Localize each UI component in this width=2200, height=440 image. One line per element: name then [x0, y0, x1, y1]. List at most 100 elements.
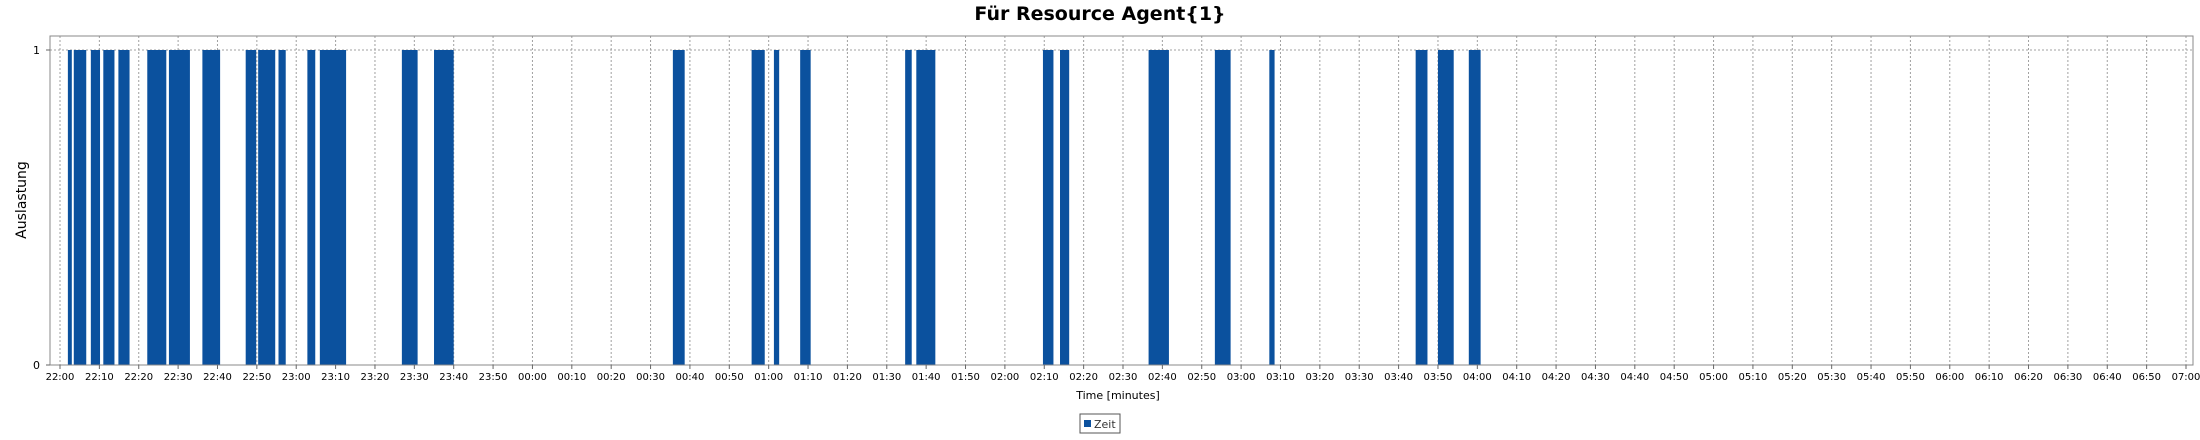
grid-layer — [50, 36, 2193, 365]
x-tick-label: 22:10 — [85, 372, 114, 383]
bar — [90, 50, 101, 365]
bar — [1060, 50, 1070, 365]
bar — [73, 50, 87, 365]
x-tick-label: 22:40 — [203, 372, 232, 383]
x-tick-label: 23:50 — [479, 372, 508, 383]
x-tick-label: 04:10 — [1502, 372, 1531, 383]
x-tick-label: 06:20 — [2014, 372, 2043, 383]
bars-layer — [67, 50, 1481, 365]
x-tick-label: 03:20 — [1305, 372, 1334, 383]
x-tick-label: 22:50 — [242, 372, 271, 383]
x-tick-label: 04:30 — [1581, 372, 1610, 383]
x-tick-label: 06:50 — [2132, 372, 2161, 383]
x-tick-label: 01:20 — [833, 372, 862, 383]
y-tick-label: 0 — [33, 359, 40, 372]
x-tick-label: 05:40 — [1857, 372, 1886, 383]
x-tick-label: 05:50 — [1896, 372, 1925, 383]
bar — [905, 50, 912, 365]
x-tick-label: 22:30 — [164, 372, 193, 383]
x-tick-label: 01:30 — [872, 372, 901, 383]
bar — [147, 50, 167, 365]
x-tick-label: 05:20 — [1778, 372, 1807, 383]
bar — [401, 50, 418, 365]
x-tick-label: 00:30 — [636, 372, 665, 383]
bar — [245, 50, 257, 365]
x-tick-label: 05:00 — [1699, 372, 1728, 383]
x-tick-label: 07:00 — [2172, 372, 2200, 383]
legend-box — [1079, 413, 1121, 434]
bar — [1042, 50, 1054, 365]
x-tick-label: 02:40 — [1148, 372, 1177, 383]
bar — [118, 50, 130, 365]
x-tick-label: 00:10 — [557, 372, 586, 383]
x-tick-label: 06:40 — [2093, 372, 2122, 383]
x-tick-label: 02:00 — [990, 372, 1019, 383]
x-tick-label: 03:30 — [1345, 372, 1374, 383]
x-tick-label: 03:00 — [1227, 372, 1256, 383]
bar — [1269, 50, 1275, 365]
x-tick-label: 23:10 — [321, 372, 350, 383]
x-tick-label: 23:40 — [439, 372, 468, 383]
legend-label-zeit: Zeit — [1094, 418, 1116, 431]
x-tick-label: 02:20 — [1069, 372, 1098, 383]
x-tick-label: 03:50 — [1424, 372, 1453, 383]
bar — [278, 50, 286, 365]
x-tick-label: 06:30 — [2053, 372, 2082, 383]
x-tick-label: 04:20 — [1542, 372, 1571, 383]
plot-border — [49, 35, 2194, 366]
x-tick-label: 05:10 — [1739, 372, 1768, 383]
x-tick-label: 03:40 — [1384, 372, 1413, 383]
bar — [168, 50, 190, 365]
y-tick-label: 1 — [33, 44, 40, 57]
bar — [1437, 50, 1454, 365]
bar — [1214, 50, 1231, 365]
x-tick-label: 22:20 — [124, 372, 153, 383]
x-tick-label: 02:10 — [1030, 372, 1059, 383]
bar — [67, 50, 72, 365]
legend: Zeit — [1079, 413, 1121, 434]
x-tick-label: 01:10 — [794, 372, 823, 383]
bar — [258, 50, 276, 365]
bar — [916, 50, 936, 365]
x-tick-label: 06:00 — [1935, 372, 1964, 383]
bar — [751, 50, 765, 365]
bar — [1148, 50, 1169, 365]
axes-layer: 22:00 22:10 22:20 22:30 22:40 22:50 23:00 23:10… — [33, 35, 2200, 383]
x-tick-label: 03:10 — [1266, 372, 1295, 383]
bar — [1415, 50, 1428, 365]
x-tick-label: 23:00 — [282, 372, 311, 383]
bar — [319, 50, 347, 365]
bar — [202, 50, 221, 365]
x-tick-label: 00:40 — [676, 372, 705, 383]
bar — [1468, 50, 1481, 365]
y-axis-label: Auslastung — [14, 161, 30, 239]
chart-title: Für Resource Agent{1} — [974, 3, 1225, 25]
bar — [307, 50, 316, 365]
bar — [800, 50, 811, 365]
x-tick-label: 05:30 — [1817, 372, 1846, 383]
bar — [672, 50, 685, 365]
x-axis-label: Time [minutes] — [1075, 389, 1160, 402]
x-tick-label: 01:00 — [754, 372, 783, 383]
bar — [773, 50, 780, 365]
x-tick-label: 02:50 — [1187, 372, 1216, 383]
x-tick-label: 22:00 — [46, 372, 75, 383]
x-tick-label: 02:30 — [1109, 372, 1138, 383]
plot-background — [50, 36, 2193, 365]
bar — [103, 50, 115, 365]
x-tick-label: 00:00 — [518, 372, 547, 383]
legend-swatch — [1084, 420, 1091, 427]
x-tick-label: 23:30 — [400, 372, 429, 383]
x-tick-label: 23:20 — [361, 372, 390, 383]
x-tick-label: 00:50 — [715, 372, 744, 383]
x-tick-label: 01:40 — [912, 372, 941, 383]
x-tick-label: 00:20 — [597, 372, 626, 383]
x-tick-label: 01:50 — [951, 372, 980, 383]
x-tick-label: 04:50 — [1660, 372, 1689, 383]
x-tick-label: 06:10 — [1975, 372, 2004, 383]
bar — [434, 50, 454, 365]
x-tick-label: 04:00 — [1463, 372, 1492, 383]
x-tick-label: 04:40 — [1620, 372, 1649, 383]
